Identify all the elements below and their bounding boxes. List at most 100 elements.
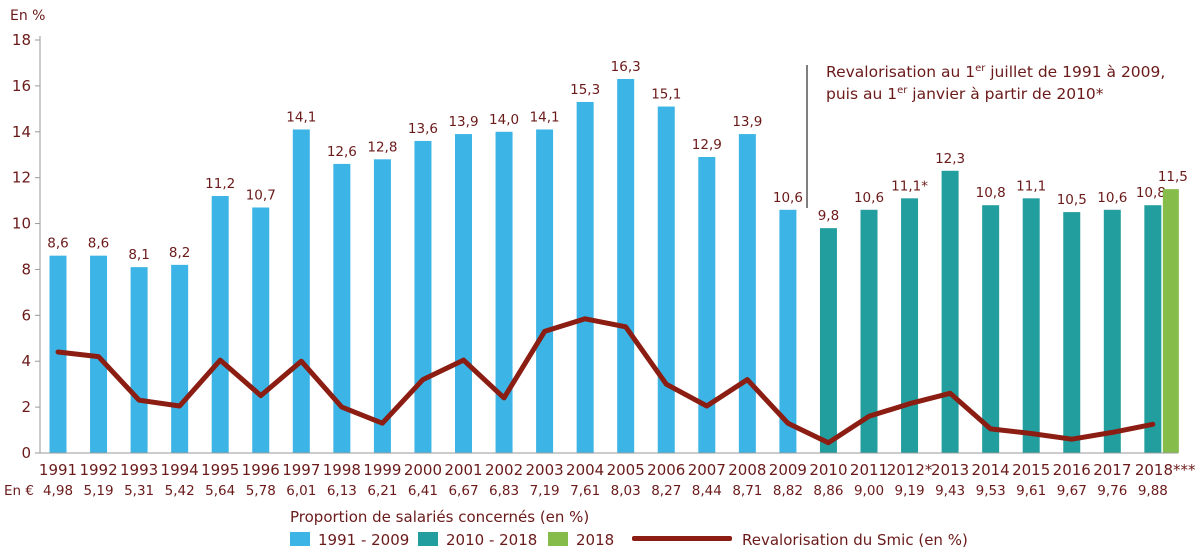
bar-value-label: 11,1* [891, 178, 928, 194]
x-tick-label: 1994 [161, 461, 199, 479]
bar [211, 196, 229, 453]
bar [252, 207, 270, 453]
bar-value-label: 12,8 [367, 139, 397, 155]
bar [657, 106, 675, 454]
bar [171, 264, 189, 453]
bar-value-label: 14,1 [286, 109, 316, 125]
x-tick-label: 2008 [728, 461, 766, 479]
bar [779, 209, 797, 453]
x-tick-label: 2015 [1012, 461, 1050, 479]
bar-value-label: 14,0 [489, 112, 519, 128]
bar-value-label: 16,3 [611, 59, 641, 75]
bar [819, 228, 837, 453]
bar [860, 209, 878, 453]
x-tick-label: 2009 [769, 461, 807, 479]
x-tick-label: 2003 [526, 461, 564, 479]
x-tick-label: 2014 [972, 461, 1010, 479]
y-tick-label: 4 [21, 352, 31, 370]
euro-value-label: 9,19 [895, 483, 925, 499]
euro-value-label: 5,64 [205, 483, 235, 499]
bar-value-label: 10,5 [1057, 192, 1087, 208]
y-tick-label: 12 [12, 169, 31, 187]
bar [455, 134, 472, 454]
bar [576, 101, 594, 453]
euro-value-label: 7,61 [570, 483, 600, 499]
x-tick-label: 2004 [566, 461, 604, 479]
bar [1144, 205, 1162, 453]
y-tick-label: 2 [21, 398, 31, 416]
bar-value-label: 12,3 [935, 151, 965, 167]
x-tick-label: 2007 [688, 461, 726, 479]
y-unit-label: En % [10, 8, 45, 24]
bar [1022, 198, 1040, 453]
euro-value-label: 9,00 [854, 483, 884, 499]
euro-value-label: 4,98 [43, 483, 73, 499]
euro-value-label: 6,67 [448, 483, 478, 499]
bar [1063, 212, 1081, 453]
euro-value-label: 9,61 [1016, 483, 1046, 499]
euro-value-label: 9,76 [1097, 483, 1127, 499]
bar-value-label: 9,8 [818, 208, 839, 224]
bar-value-label: 13,9 [448, 114, 478, 130]
bar [901, 198, 919, 453]
bar-value-label: 10,6 [773, 190, 803, 206]
bar [373, 159, 391, 454]
annotation-superscript: er [897, 85, 908, 96]
euro-value-label: 9,43 [935, 483, 965, 499]
bar-value-label: 12,9 [692, 137, 722, 153]
x-tick-label: 2018*** [1135, 461, 1196, 479]
bar-value-label: 8,6 [88, 236, 109, 252]
annotation-line-1: Revalorisation au 1er juillet de 1991 à … [826, 63, 1165, 81]
x-tick-label: 1991 [39, 461, 77, 479]
annotation-text: puis au 1 [826, 85, 897, 103]
bar [536, 129, 554, 453]
euro-value-label: 5,42 [165, 483, 195, 499]
bar [333, 163, 351, 453]
x-tick-label: 1999 [363, 461, 401, 479]
x-tick-label: 1998 [323, 461, 361, 479]
bar-value-label: 10,7 [246, 187, 276, 203]
bar-value-label: 13,6 [408, 121, 438, 137]
euro-value-label: 6,41 [408, 483, 438, 499]
annotation-text: janvier à partir de 2010* [907, 85, 1103, 103]
x-tick-label: 1997 [282, 461, 320, 479]
euro-value-label: 7,19 [530, 483, 560, 499]
x-tick-label: 1993 [120, 461, 158, 479]
annotation-text: Revalorisation au 1 [826, 63, 975, 81]
bar [617, 79, 635, 453]
euro-value-label: 8,82 [773, 483, 803, 499]
euro-value-label: 8,03 [611, 483, 641, 499]
bar-value-label: 10,6 [1097, 190, 1127, 206]
x-tick-label: 2005 [607, 461, 645, 479]
y-tick-label: 18 [12, 31, 31, 49]
annotation-text: juillet de 1991 à 2009, [985, 63, 1165, 81]
annotation-line-2: puis au 1er janvier à partir de 2010* [826, 85, 1104, 103]
x-tick-label: 1996 [242, 461, 280, 479]
euro-value-label: 9,53 [976, 483, 1006, 499]
x-tick-label: 2017 [1093, 461, 1131, 479]
annotation-superscript: er [975, 63, 986, 74]
bar-value-label: 12,6 [327, 144, 357, 160]
x-tick-label: 2002 [485, 461, 523, 479]
bar [292, 129, 310, 453]
euro-value-label: 9,88 [1138, 483, 1168, 499]
euro-value-label: 8,27 [651, 483, 681, 499]
x-tick-label: 1995 [201, 461, 239, 479]
x-tick-label: 2013 [931, 461, 969, 479]
bar-value-label: 11,5 [1158, 169, 1188, 185]
bar [1103, 209, 1121, 453]
y-tick-label: 16 [12, 77, 31, 95]
bar-value-label: 11,2 [205, 176, 235, 192]
bar-value-label: 15,3 [570, 82, 600, 98]
x-tick-label: 2016 [1053, 461, 1091, 479]
x-tick-label: 2000 [404, 461, 442, 479]
euro-value-label: 6,13 [327, 483, 357, 499]
bar [738, 134, 756, 454]
y-tick-label: 0 [21, 444, 31, 462]
bar-value-label: 15,1 [651, 87, 681, 103]
bar [941, 170, 959, 454]
x-tick-label: 2010 [809, 461, 847, 479]
euro-value-label: 5,19 [84, 483, 114, 499]
euro-value-label: 6,83 [489, 483, 519, 499]
